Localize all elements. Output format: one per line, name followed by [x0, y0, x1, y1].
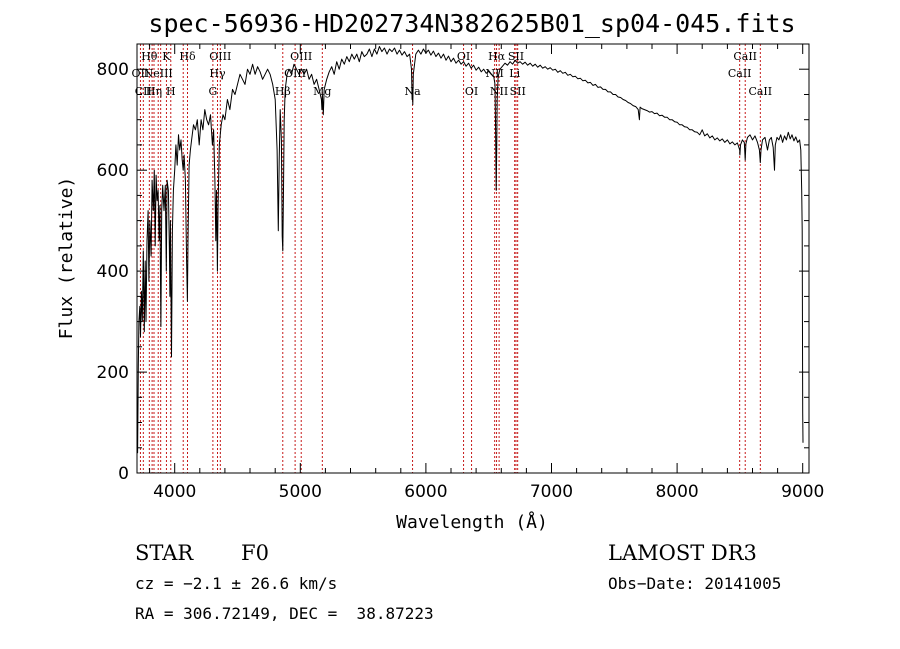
- line-label-r1-2: Hδ: [179, 50, 196, 63]
- line-label-r3-1: Hη: [146, 85, 162, 98]
- coordinates: RA = 306.72149, DEC = 38.87223: [135, 604, 434, 623]
- line-label-r1-8: CaII: [733, 50, 757, 63]
- line-label-r3-7: OI: [465, 85, 478, 98]
- line-label-r3-4: Hβ: [275, 85, 291, 98]
- line-label-r2-5: Li: [509, 67, 520, 80]
- line-label-r1-0: Hθ: [141, 50, 158, 63]
- line-label-r3-8: NII: [490, 85, 508, 98]
- survey-name: LAMOST DR3: [608, 541, 757, 565]
- object-subclass: F0: [241, 541, 269, 565]
- line-label-r1-3: OIII: [209, 50, 231, 63]
- line-label-r3-9: SII: [510, 85, 526, 98]
- line-label-r3-2: H: [166, 85, 176, 98]
- y-axis-label: Flux (relative): [56, 177, 77, 340]
- line-label-r1-6: Hα: [488, 50, 506, 63]
- line-label-r3-5: Mg: [313, 85, 331, 98]
- line-label-r1-4: OIII: [290, 50, 312, 63]
- chart-title: spec-56936-HD202734N382625B01_sp04-045.f…: [148, 9, 795, 38]
- line-label-r2-2: Hγ: [209, 67, 226, 80]
- x-tick-label-8000: 8000: [655, 482, 698, 502]
- x-axis: 4000 5000 6000 7000 8000 9000: [149, 44, 824, 502]
- y-tick-label-600: 600: [97, 161, 129, 181]
- spectrum-layer: [136, 46, 804, 454]
- x-tick-label-4000: 4000: [153, 482, 196, 502]
- spectrum-line-0: [136, 46, 804, 454]
- x-tick-label-5000: 5000: [279, 482, 322, 502]
- line-label-r1-5: OI: [457, 50, 470, 63]
- y-axis: 0 200 400 600 800: [97, 60, 809, 484]
- line-label-r1-7: SII: [508, 50, 524, 63]
- obs-date: Obs−Date: 20141005: [608, 574, 781, 593]
- y-tick-label-0: 0: [118, 464, 129, 484]
- line-label-r2-4: NII: [486, 67, 504, 80]
- line-label-r1-1: K: [162, 50, 171, 63]
- y-tick-label-200: 200: [97, 363, 129, 383]
- x-axis-label: Wavelength (Å): [396, 511, 548, 533]
- line-label-r3-3: G: [209, 85, 218, 98]
- x-tick-label-6000: 6000: [404, 482, 447, 502]
- line-label-r3-10: CaII: [748, 85, 772, 98]
- plot-frame: [136, 43, 810, 474]
- y-tick-label-400: 400: [97, 262, 129, 282]
- line-label-r2-6: CaII: [728, 67, 752, 80]
- line-label-r2-1: NeIII: [144, 67, 173, 80]
- line-label-r2-0: OII: [132, 67, 150, 80]
- x-tick-label-7000: 7000: [530, 482, 573, 502]
- object-class: STAR: [135, 541, 194, 565]
- y-tick-label-800: 800: [97, 60, 129, 80]
- x-tick-label-9000: 9000: [781, 482, 824, 502]
- redshift-cz: cz = −2.1 ± 26.6 km/s: [135, 574, 337, 593]
- line-markers: [139, 44, 761, 473]
